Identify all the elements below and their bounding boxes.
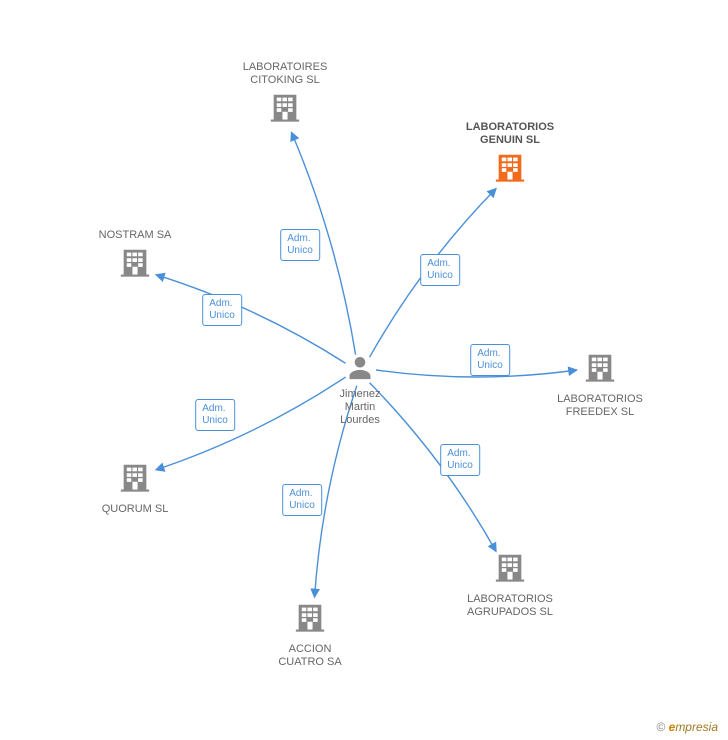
company-label: NOSTRAM SA <box>99 229 172 242</box>
company-label: LABORATORIOS AGRUPADOS SL <box>467 593 553 619</box>
building-icon <box>118 246 152 285</box>
center-person-label: Jimenez Martin Lourdes <box>340 388 381 428</box>
edge-role-label: Adm. Unico <box>282 484 322 516</box>
building-icon <box>118 461 152 500</box>
edge-role-label: Adm. Unico <box>470 344 510 376</box>
building-icon <box>493 551 527 590</box>
edge-role-label: Adm. Unico <box>280 229 320 261</box>
edge-role-label: Adm. Unico <box>202 294 242 326</box>
copyright-symbol: © <box>656 720 665 734</box>
center-person-icon <box>346 354 374 387</box>
brand: empresia <box>669 720 718 734</box>
company-label: LABORATORIOS GENUIN SL <box>466 121 554 147</box>
edge-role-label: Adm. Unico <box>195 399 235 431</box>
building-icon <box>493 151 527 190</box>
edge-role-label: Adm. Unico <box>420 254 460 286</box>
building-icon <box>293 601 327 640</box>
company-label: LABORATORIOS FREEDEX SL <box>557 393 643 419</box>
building-icon <box>583 351 617 390</box>
company-label: QUORUM SL <box>102 503 169 516</box>
edge-role-label: Adm. Unico <box>440 444 480 476</box>
footer: © empresia <box>656 720 718 734</box>
company-label: LABORATOIRES CITOKING SL <box>243 61 328 87</box>
brand-rest: mpresia <box>675 720 718 734</box>
company-label: ACCION CUATRO SA <box>278 643 341 669</box>
edge-line <box>156 377 346 470</box>
building-icon <box>268 91 302 130</box>
edge-line <box>156 275 346 364</box>
